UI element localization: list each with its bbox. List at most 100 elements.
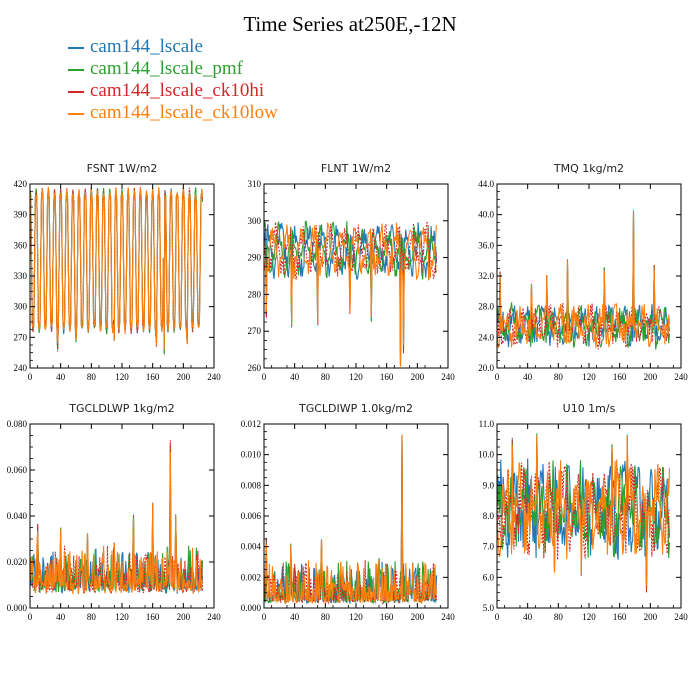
- x-tick-label: 200: [411, 612, 425, 622]
- y-tick-label: 0.000: [7, 603, 28, 613]
- x-tick-label: 120: [582, 372, 596, 382]
- x-tick-label: 0: [28, 612, 33, 622]
- panel-title: TMQ 1kg/m2: [553, 162, 624, 175]
- x-tick-label: 200: [644, 372, 658, 382]
- y-tick-label: 10.0: [478, 450, 494, 460]
- series-line-cam144_lscale_ck10low: [264, 434, 438, 605]
- panel-title: TGCLDLWP 1kg/m2: [68, 402, 174, 415]
- y-tick-label: 0.040: [7, 511, 28, 521]
- legend-swatch: [68, 68, 84, 71]
- x-tick-label: 160: [380, 612, 394, 622]
- x-tick-label: 80: [87, 612, 97, 622]
- y-tick-label: 0.020: [7, 557, 28, 567]
- x-tick-label: 200: [411, 372, 425, 382]
- chart-panel: U10 1m/s 0 40 80 120 160 200 240 5.0 6.0 7.0 8.0 9.0…: [478, 402, 688, 622]
- legend-item: cam144_lscale_ck10hi: [68, 80, 278, 102]
- chart-panel: FLNT 1W/m2 0 40 80 120 160 200 240 260 270 280 290 3…: [248, 162, 456, 382]
- x-tick-label: 120: [582, 612, 596, 622]
- x-tick-label: 240: [207, 612, 221, 622]
- y-tick-label: 0.002: [241, 572, 261, 582]
- x-tick-label: 40: [290, 612, 300, 622]
- x-tick-label: 40: [56, 612, 66, 622]
- y-tick-label: 8.0: [483, 511, 495, 521]
- x-tick-label: 160: [613, 372, 627, 382]
- y-tick-label: 260: [248, 363, 262, 373]
- y-tick-label: 390: [14, 210, 28, 220]
- y-tick-label: 290: [248, 253, 262, 263]
- y-tick-label: 310: [248, 179, 262, 189]
- panel-title: FSNT 1W/m2: [87, 162, 158, 175]
- y-tick-label: 330: [14, 271, 28, 281]
- series-line-cam144_lscale_ck10low: [30, 187, 204, 350]
- legend-swatch: [68, 46, 84, 49]
- y-tick-label: 300: [14, 302, 28, 312]
- x-tick-label: 240: [441, 372, 455, 382]
- series-line-cam144_lscale_ck10low: [30, 452, 203, 595]
- y-tick-label: 0.060: [7, 465, 28, 475]
- series-line-cam144_lscale_ck10low: [264, 222, 438, 367]
- y-tick-label: 0.008: [241, 480, 262, 490]
- x-tick-label: 160: [613, 612, 627, 622]
- y-tick-label: 0.012: [241, 419, 261, 429]
- x-tick-label: 120: [349, 612, 363, 622]
- x-tick-label: 200: [644, 612, 658, 622]
- y-tick-label: 0.080: [7, 419, 28, 429]
- chart-panel: TGCLDIWP 1.0kg/m2 0 40 80 120 160 200 240 0.000 0…: [241, 402, 456, 622]
- y-tick-label: 240: [14, 363, 28, 373]
- legend-item: cam144_lscale_pmf: [68, 58, 278, 80]
- x-tick-label: 0: [495, 612, 500, 622]
- x-tick-label: 0: [495, 372, 500, 382]
- legend-label: cam144_lscale_ck10low: [90, 102, 278, 123]
- x-tick-label: 240: [674, 372, 688, 382]
- x-tick-label: 80: [321, 372, 331, 382]
- x-tick-label: 160: [146, 612, 160, 622]
- x-tick-label: 80: [554, 612, 564, 622]
- y-tick-label: 420: [14, 179, 28, 189]
- chart-panel: TMQ 1kg/m2 0 40 80 120 160 200 240 20.0 24.0 28.0 3…: [478, 162, 688, 382]
- x-tick-label: 240: [441, 612, 455, 622]
- x-tick-label: 200: [177, 612, 191, 622]
- y-tick-label: 20.0: [478, 363, 494, 373]
- legend-item: cam144_lscale: [68, 36, 278, 58]
- series-line-cam144_lscale_pmf: [497, 212, 671, 350]
- y-tick-label: 9.0: [483, 480, 495, 490]
- y-tick-label: 300: [248, 216, 262, 226]
- y-tick-label: 270: [14, 332, 28, 342]
- x-tick-label: 80: [554, 372, 564, 382]
- series-line-cam144_lscale_pmf: [497, 433, 671, 591]
- y-tick-label: 0.004: [241, 542, 262, 552]
- legend: cam144_lscale cam144_lscale_pmf cam144_l…: [68, 36, 278, 124]
- y-tick-label: 36.0: [478, 240, 494, 250]
- page-title: Time Series at250E,-12N: [243, 12, 457, 36]
- x-tick-label: 0: [262, 612, 267, 622]
- y-tick-label: 44.0: [478, 179, 494, 189]
- y-tick-label: 280: [248, 289, 262, 299]
- y-tick-label: 0.000: [241, 603, 262, 613]
- legend-swatch: [68, 112, 84, 115]
- series-line-cam144_lscale_ck10low: [497, 210, 671, 349]
- x-tick-label: 80: [321, 612, 331, 622]
- x-tick-label: 40: [523, 612, 533, 622]
- y-tick-label: 0.006: [241, 511, 262, 521]
- x-tick-label: 240: [674, 612, 688, 622]
- x-tick-label: 40: [290, 372, 300, 382]
- x-tick-label: 200: [177, 372, 191, 382]
- x-tick-label: 40: [523, 372, 533, 382]
- x-tick-label: 0: [262, 372, 267, 382]
- legend-label: cam144_lscale: [90, 36, 203, 57]
- x-tick-label: 120: [115, 372, 129, 382]
- chart-panel: TGCLDLWP 1kg/m2 0 40 80 120 160 200 240 0.000 0.0…: [7, 402, 222, 622]
- y-tick-label: 7.0: [483, 542, 495, 552]
- panel-title: U10 1m/s: [563, 402, 616, 415]
- y-tick-label: 270: [248, 326, 262, 336]
- x-tick-label: 160: [146, 372, 160, 382]
- y-tick-label: 32.0: [478, 271, 494, 281]
- panel-title: TGCLDIWP 1.0kg/m2: [298, 402, 413, 415]
- legend-label: cam144_lscale_ck10hi: [90, 80, 265, 101]
- x-tick-label: 80: [87, 372, 97, 382]
- legend-swatch: [68, 90, 84, 93]
- y-tick-label: 40.0: [478, 210, 494, 220]
- y-tick-label: 360: [14, 240, 28, 250]
- y-tick-label: 5.0: [483, 603, 495, 613]
